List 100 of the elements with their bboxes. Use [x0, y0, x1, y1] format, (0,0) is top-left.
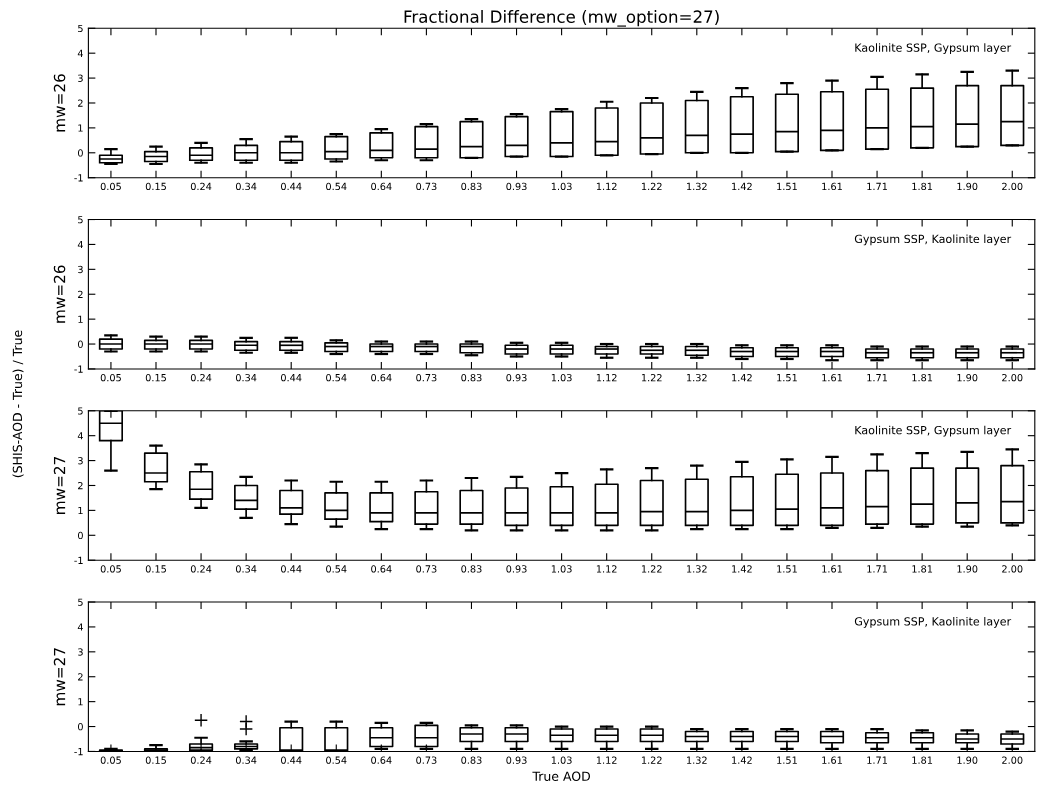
x-tick-label: 1.90	[957, 756, 978, 764]
x-tick-label: 0.44	[281, 182, 302, 191]
x-tick-label: 1.32	[687, 565, 707, 573]
y-tick-label: 5	[78, 216, 83, 224]
x-tick-label: 1.03	[551, 756, 572, 764]
x-tick-label: 1.51	[777, 374, 797, 382]
annotation: Gypsum SSP, Kaolinite layer	[854, 616, 1012, 628]
x-tick-label: 1.81	[912, 756, 933, 764]
x-tick-label: 1.81	[912, 182, 933, 191]
x-tick-label: 1.51	[777, 756, 797, 764]
y-tick-label: 4	[77, 241, 83, 249]
y-tick-label: 1	[78, 506, 83, 515]
x-tick-label: 0.34	[235, 756, 257, 764]
x-tick-label: 1.03	[551, 565, 572, 573]
x-tick-label: 1.42	[732, 756, 752, 764]
x-tick-label: 0.83	[461, 182, 482, 191]
x-tick-label: 0.05	[100, 182, 121, 191]
x-tick-label: 1.90	[957, 182, 978, 191]
y-tick-label: 0	[77, 149, 83, 157]
x-tick-label: 0.24	[190, 182, 212, 191]
x-tick-label: 0.93	[506, 373, 527, 382]
x-tick-label: 0.15	[145, 565, 166, 573]
x-tick-label: 1.81	[912, 565, 933, 573]
x-tick-label: 1.51	[777, 182, 797, 191]
x-tick-label: 1.61	[822, 756, 842, 764]
x-tick-label: 2.00	[1002, 182, 1023, 191]
y-tick-label: 3	[78, 457, 83, 465]
y-tick-label: 1	[78, 315, 83, 323]
x-tick-label: 0.24	[190, 565, 212, 573]
x-tick-label: 1.61	[822, 182, 842, 191]
y-axis-title: mw=27	[53, 456, 66, 514]
x-tick-label: 0.64	[371, 756, 392, 764]
x-tick-label: 1.22	[641, 182, 662, 190]
y-tick-label: 1	[78, 124, 83, 132]
x-tick-label: 0.73	[416, 565, 437, 573]
x-tick-label: 2.00	[1002, 756, 1023, 764]
y-tick-label: 2	[78, 673, 83, 681]
x-tick-label: 0.54	[326, 182, 347, 191]
x-tick-label: 1.42	[732, 565, 752, 573]
x-tick-label: 1.71	[867, 374, 887, 382]
y-axis-title: mw=26	[53, 74, 66, 132]
x-tick-label: 1.71	[867, 565, 887, 573]
y-tick-label: -1	[74, 174, 83, 182]
x-tick-label: 2.00	[1002, 373, 1023, 382]
x-tick-label: 0.93	[506, 756, 527, 764]
x-tick-label: 0.15	[145, 373, 166, 382]
x-tick-label: 1.12	[596, 565, 617, 573]
x-tick-label: 0.34	[235, 373, 257, 382]
x-tick-label: 0.73	[416, 182, 437, 191]
x-tick-label: 0.83	[461, 565, 482, 573]
y-tick-label: 4	[77, 432, 83, 440]
y-axis-title: mw=27	[53, 648, 66, 706]
y-tick-label: 0	[77, 723, 83, 731]
x-tick-label: 1.90	[957, 565, 978, 573]
y-tick-label: 2	[78, 290, 83, 298]
x-tick-label: 0.05	[100, 565, 121, 573]
x-tick-label: 1.61	[822, 565, 842, 573]
x-tick-label: 0.15	[145, 182, 166, 191]
x-tick-label: 1.03	[551, 373, 572, 382]
annotation: Kaolinite SSP, Gypsum layer	[855, 43, 1012, 54]
chart-title: Fractional Difference (mw_option=27)	[404, 10, 719, 27]
x-tick-label: 0.54	[326, 565, 347, 573]
x-tick-label: 1.12	[596, 373, 617, 382]
y-tick-label: 4	[77, 49, 83, 57]
x-tick-label: 0.34	[235, 565, 257, 573]
x-tick-label: 2.00	[1002, 565, 1023, 573]
y-tick-label: 3	[78, 648, 83, 656]
x-tick-label: 0.73	[416, 373, 437, 382]
y-tick-label: 3	[78, 74, 83, 82]
x-tick-label: 0.93	[506, 565, 527, 573]
annotation: Gypsum SSP, Kaolinite layer	[854, 234, 1012, 246]
x-tick-label: 1.51	[777, 565, 797, 573]
x-tick-label: 0.05	[100, 373, 121, 382]
x-tick-label: 1.42	[732, 373, 752, 382]
x-tick-label: 0.34	[235, 182, 257, 191]
y-tick-label: 5	[78, 407, 83, 415]
x-tick-label: 1.32	[687, 756, 707, 764]
x-tick-label: 1.71	[867, 182, 887, 190]
x-tick-label: 0.64	[371, 373, 392, 382]
x-tick-label: 0.64	[371, 182, 392, 191]
x-tick-label: 0.54	[326, 373, 347, 382]
x-tick-label: 1.12	[596, 182, 617, 190]
y-axis-title: mw=26	[53, 265, 66, 323]
y-tick-label: -1	[74, 748, 83, 756]
y-tick-label: 5	[78, 598, 83, 606]
x-tick-label: 1.90	[957, 373, 978, 382]
x-tick-label: 1.12	[596, 756, 617, 764]
y-tick-label: 3	[78, 265, 83, 274]
x-tick-label: 1.81	[912, 373, 933, 382]
x-tick-label: 0.93	[506, 182, 527, 191]
x-tick-label: 0.44	[281, 373, 302, 382]
x-tick-label: 1.22	[641, 756, 662, 764]
x-tick-label: 0.83	[461, 373, 482, 382]
y-tick-label: 4	[77, 623, 83, 631]
x-tick-label: 1.42	[732, 182, 752, 190]
annotation: Kaolinite SSP, Gypsum layer	[855, 425, 1012, 437]
x-tick-label: 0.15	[145, 756, 166, 764]
x-axis-title: True AOD	[532, 771, 591, 781]
y-tick-label: 1	[78, 698, 83, 706]
y-tick-label: -1	[74, 556, 83, 564]
